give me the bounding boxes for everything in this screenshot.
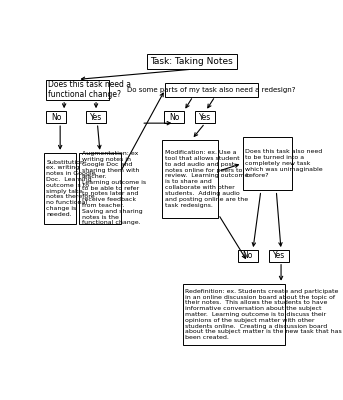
Text: Yes: Yes (273, 252, 286, 260)
FancyBboxPatch shape (165, 112, 185, 123)
FancyBboxPatch shape (165, 83, 258, 96)
FancyBboxPatch shape (270, 250, 289, 262)
Text: No: No (51, 113, 61, 122)
FancyBboxPatch shape (46, 112, 66, 123)
Text: Yes: Yes (90, 113, 102, 122)
Text: Modification: ex. Use a
tool that allows student
to add audio and post
notes onl: Modification: ex. Use a tool that allows… (165, 150, 248, 208)
FancyBboxPatch shape (46, 80, 109, 100)
FancyBboxPatch shape (146, 54, 237, 69)
Text: Substitution:
ex. writing
notes in Google
Doc.  Learning
outcome is to
simply ta: Substitution: ex. writing notes in Googl… (46, 160, 96, 217)
FancyBboxPatch shape (238, 250, 258, 262)
FancyBboxPatch shape (243, 136, 292, 190)
Text: No: No (243, 252, 253, 260)
FancyBboxPatch shape (44, 153, 76, 224)
Text: Do some parts of my task also need a redesign?: Do some parts of my task also need a red… (127, 86, 296, 92)
Text: Task: Taking Notes: Task: Taking Notes (150, 57, 233, 66)
FancyBboxPatch shape (183, 284, 285, 345)
Text: Does this task also need
to be turned into a
completely new task
which was unima: Does this task also need to be turned in… (245, 150, 323, 178)
Text: Redefinition: ex. Students create and participate
in an online discussion board : Redefinition: ex. Students create and pa… (185, 289, 342, 340)
Text: No: No (169, 113, 180, 122)
Text: Yes: Yes (199, 113, 211, 122)
FancyBboxPatch shape (195, 112, 215, 123)
FancyBboxPatch shape (80, 153, 121, 224)
FancyBboxPatch shape (86, 112, 106, 123)
FancyBboxPatch shape (163, 140, 218, 218)
Text: Augmentation: ex
writing notes in
Google Doc and
sharing them with
teacher.
Lear: Augmentation: ex writing notes in Google… (82, 151, 146, 226)
Text: Does this task need a
functional change?: Does this task need a functional change? (48, 80, 131, 99)
